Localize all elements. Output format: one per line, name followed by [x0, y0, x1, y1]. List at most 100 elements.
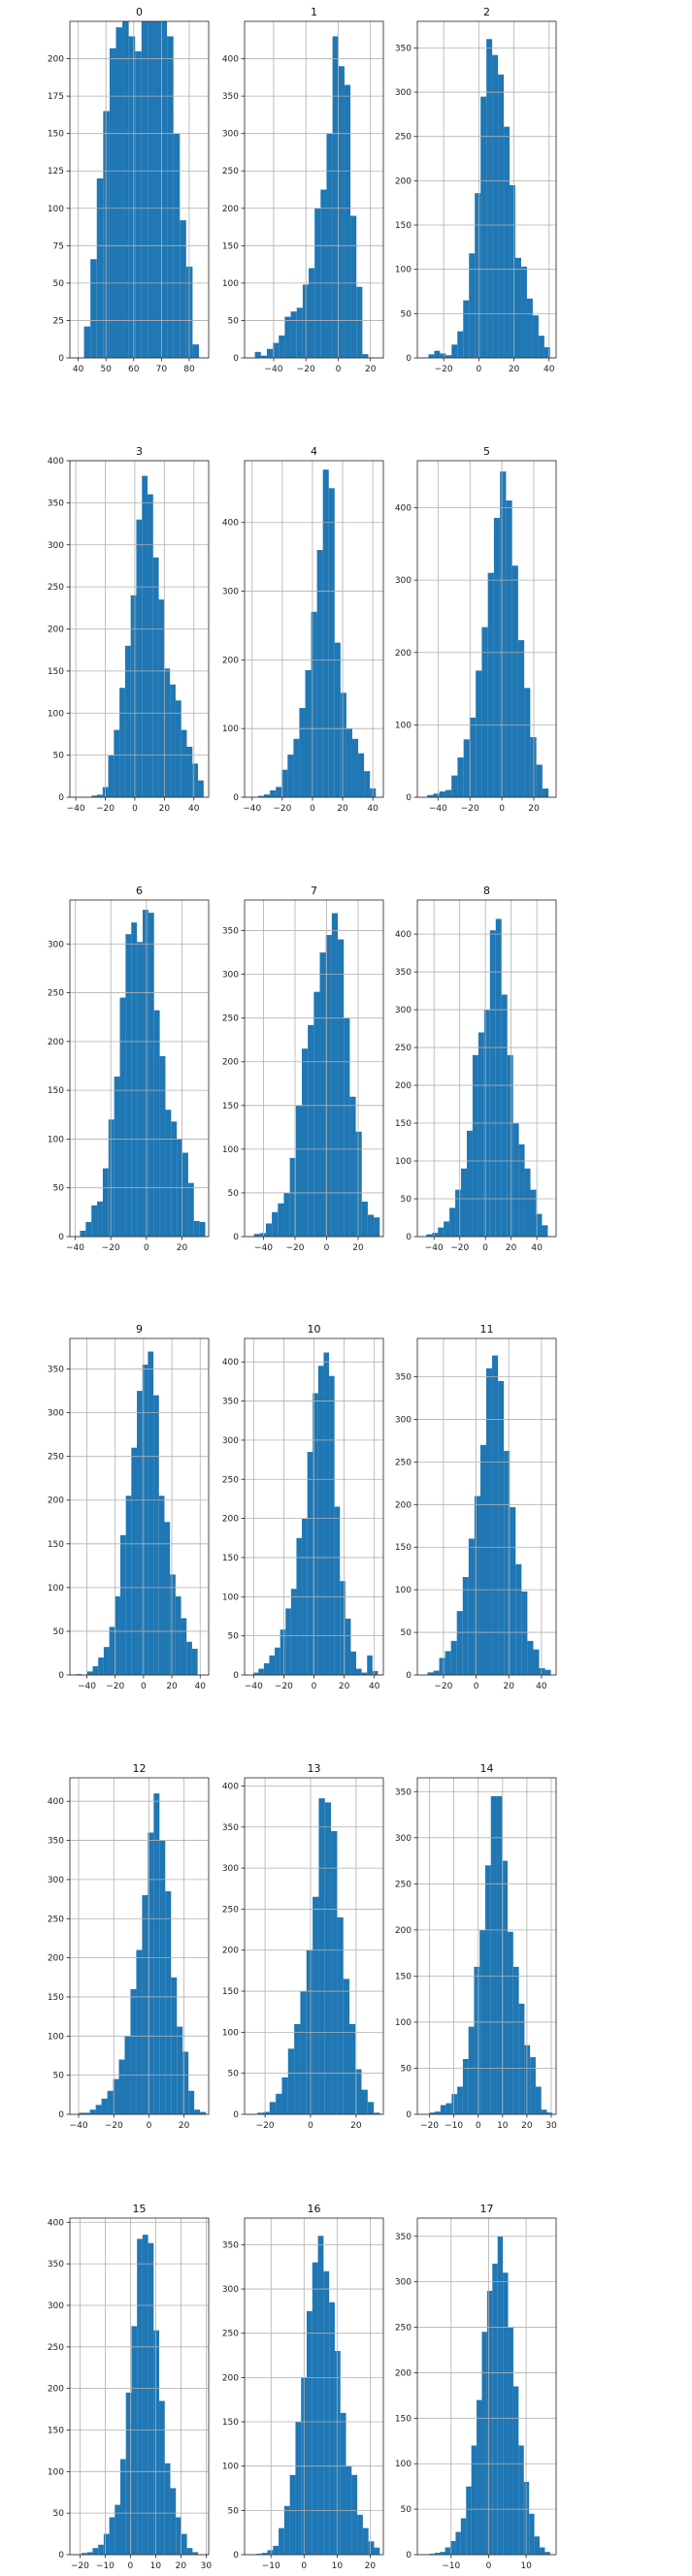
histogram-bar	[273, 342, 280, 358]
histogram-bar	[451, 2094, 458, 2114]
x-tick-label: −20	[450, 1243, 469, 1253]
y-tick-label: 0	[58, 2110, 64, 2120]
y-tick-label: 350	[222, 92, 239, 102]
histogram-title: 9	[136, 1323, 143, 1336]
histogram-bar	[438, 1227, 445, 1237]
histogram-bar	[440, 2105, 446, 2114]
histogram-bar	[460, 2518, 467, 2555]
histogram-bar	[171, 1121, 178, 1237]
x-tick-label: 0	[147, 2121, 152, 2131]
y-tick-label: 250	[222, 1905, 239, 1915]
histogram-bar	[300, 1991, 307, 2114]
x-tick-label: 30	[545, 2121, 557, 2131]
histogram-bar	[309, 268, 315, 358]
histogram-bar	[358, 753, 365, 797]
x-tick-label: −40	[254, 1243, 273, 1253]
histogram-bar	[182, 1152, 188, 1237]
histogram-bar	[512, 2386, 519, 2555]
histogram-bar	[101, 2098, 108, 2114]
y-tick-label: 200	[222, 1515, 239, 1525]
histogram-bar	[114, 1077, 120, 1237]
histogram-bar	[542, 789, 549, 797]
histogram-bar	[429, 2112, 436, 2114]
y-tick-label: 100	[395, 2460, 412, 2469]
y-tick-label: 0	[406, 1671, 412, 1681]
histogram-bar	[518, 2003, 525, 2114]
histogram-bar	[281, 2077, 288, 2114]
y-tick-label: 400	[395, 930, 412, 940]
histogram-bar	[258, 1668, 264, 1675]
y-tick-label: 300	[395, 576, 412, 586]
plot-frame	[244, 20, 384, 359]
histogram-bar	[165, 1110, 172, 1237]
x-tick-label: −20	[420, 2121, 439, 2131]
histogram-bar	[497, 2236, 504, 2555]
histogram-bar	[135, 50, 142, 358]
histogram-bar	[344, 84, 351, 359]
y-tick-label: 150	[395, 2414, 412, 2424]
y-tick-label: 200	[395, 177, 412, 186]
histogram-bar	[530, 1189, 537, 1237]
plot-frame	[416, 1777, 557, 2115]
y-tick-label: 250	[48, 2343, 64, 2353]
y-tick-label: 100	[48, 1135, 64, 1144]
histogram-bar	[463, 739, 470, 797]
histogram-bar	[153, 2330, 160, 2555]
histogram-bar	[97, 1201, 103, 1237]
x-tick-label: −40	[70, 2121, 88, 2131]
x-tick-label: 0	[141, 1682, 147, 1691]
histogram-bar	[273, 2545, 280, 2555]
histogram-bar	[345, 1618, 351, 1675]
x-tick-label: −20	[275, 1682, 293, 1691]
x-tick-label: 40	[195, 1682, 207, 1691]
y-tick-label: 300	[222, 130, 239, 140]
histogram-bar	[276, 2093, 282, 2114]
histogram-title: 15	[133, 2203, 147, 2215]
histogram-bar	[337, 1916, 344, 2114]
histogram-bar	[92, 1665, 99, 1675]
y-tick-label: 50	[401, 2505, 412, 2515]
histogram-bar	[542, 1225, 548, 1237]
histogram-bar	[255, 2554, 262, 2555]
histogram-bar	[445, 355, 452, 358]
histogram-bar	[338, 66, 345, 359]
histogram-bar	[355, 2069, 362, 2114]
y-tick-label: 100	[222, 2028, 239, 2038]
histogram-bar	[427, 1672, 434, 1675]
y-tick-label: 100	[48, 2032, 64, 2042]
histogram-bar	[192, 344, 199, 358]
x-tick-label: 0	[310, 804, 315, 814]
y-tick-label: 150	[48, 1993, 64, 2003]
y-tick-label: 50	[53, 1184, 65, 1194]
histogram-bar	[153, 1010, 160, 1237]
histogram-bar	[120, 2459, 126, 2555]
x-tick-label: 40	[73, 365, 84, 374]
histogram-bar	[261, 2553, 268, 2555]
histogram-bar	[152, 557, 159, 797]
x-tick-label: 20	[176, 2561, 187, 2571]
histogram-bar	[90, 259, 97, 358]
histogram-bar	[512, 1966, 519, 2114]
y-tick-label: 400	[48, 457, 64, 467]
y-tick-label: 250	[395, 2324, 412, 2334]
histogram-bar	[115, 1595, 120, 1675]
histogram-bar	[340, 692, 346, 797]
histogram-bar	[340, 1581, 346, 1675]
x-tick-label: 0	[308, 2121, 313, 2131]
histogram-bar	[253, 1234, 260, 1237]
histogram-bar	[492, 1355, 499, 1675]
histogram-panel-0: 40 50 60 70 80 0 25 50 75 100 125 150 175 200 0	[48, 6, 210, 374]
histogram-bar	[357, 2514, 363, 2555]
y-tick-label: 100	[395, 2018, 412, 2028]
histogram-bar	[114, 729, 120, 797]
histogram-bar	[91, 1205, 98, 1237]
histogram-bar	[187, 1182, 194, 1237]
histogram-bar	[153, 21, 161, 358]
histogram-bar	[504, 126, 511, 358]
histogram-bar	[170, 2488, 177, 2555]
plot-frame	[69, 1337, 210, 1676]
